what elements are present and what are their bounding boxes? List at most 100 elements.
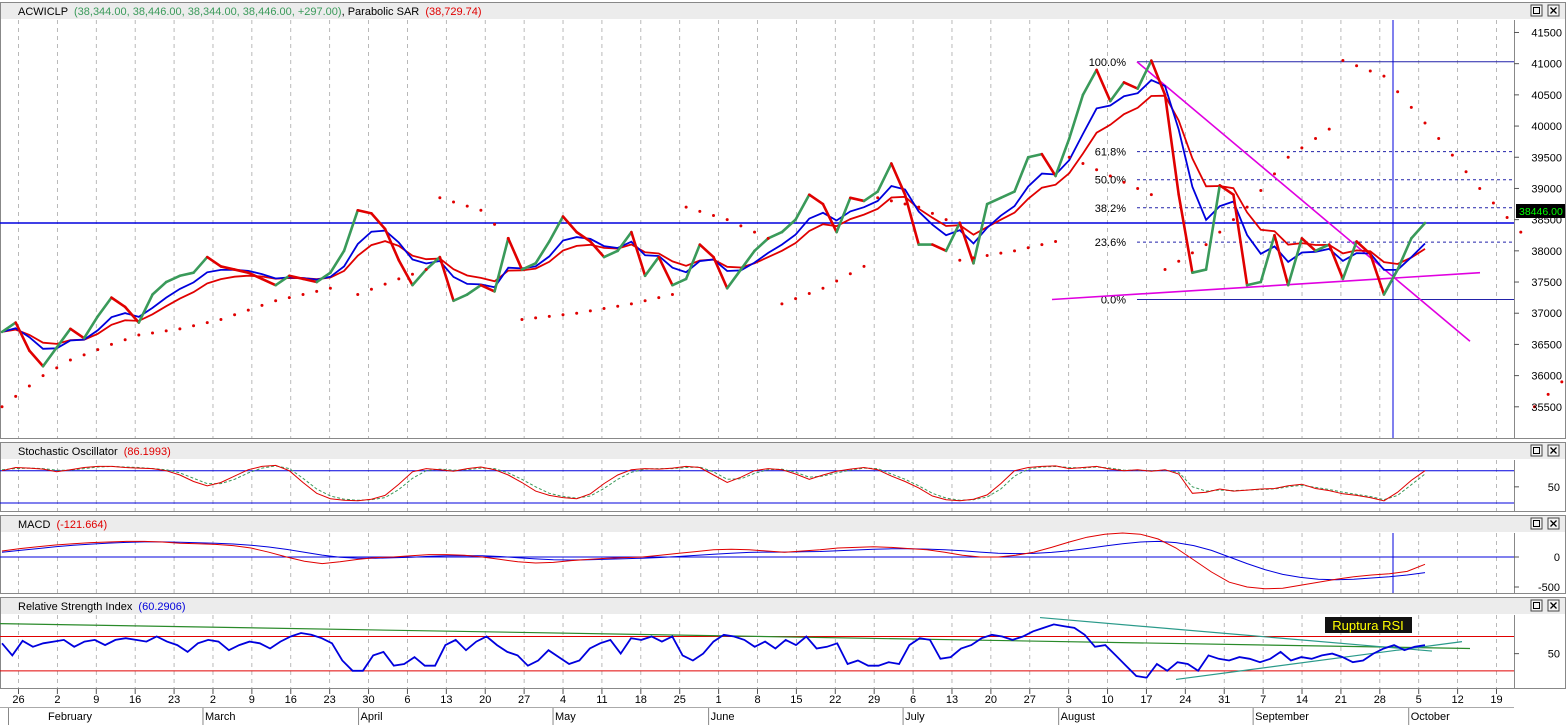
price-segment — [315, 271, 332, 284]
sar-dot — [397, 277, 401, 281]
time-tick-label: 2 — [210, 694, 216, 706]
sar-dot — [1136, 186, 1140, 190]
sar-dot — [1532, 405, 1536, 409]
sar-dot — [1245, 205, 1249, 209]
time-tick-label: 5 — [1416, 694, 1422, 706]
sar-dot — [1382, 74, 1386, 78]
sar-dot — [14, 394, 18, 398]
sar-dot — [356, 293, 360, 297]
restore-icon[interactable] — [1530, 4, 1543, 17]
price-segment — [1191, 268, 1208, 274]
sar-dot — [27, 384, 31, 388]
rsi-trendline-support — [1175, 641, 1463, 681]
price-segment — [69, 327, 86, 340]
price-segment — [1396, 237, 1413, 271]
restore-icon[interactable] — [1530, 444, 1543, 457]
sar-dot — [1546, 392, 1550, 396]
price-tick-label: 39500 — [1531, 152, 1562, 164]
panel-title-bar — [1, 3, 1565, 19]
sar-dot — [917, 205, 921, 209]
sar-dot — [219, 317, 223, 321]
stoch-k-line — [1, 464, 1426, 502]
sar-dot — [109, 342, 113, 346]
restore-icon[interactable] — [1530, 517, 1543, 530]
time-tick-label: 11 — [596, 694, 607, 706]
sar-dot — [192, 324, 196, 328]
time-tick-label: 20 — [479, 694, 491, 706]
sar-dot — [1396, 90, 1400, 94]
price-segment — [383, 227, 401, 262]
time-tick-label: 9 — [93, 694, 99, 706]
sar-dot — [1163, 268, 1167, 272]
time-tick-label: 31 — [1218, 694, 1230, 706]
sar-dot — [452, 200, 456, 204]
rsi-trendline-resistance — [1039, 616, 1433, 652]
price-segment — [903, 193, 921, 246]
price-tick-label: 41000 — [1531, 59, 1562, 71]
macd-panel-title: MACD (-121.664) — [18, 519, 107, 531]
sar-dot — [944, 218, 948, 222]
price-segment — [643, 255, 661, 278]
time-tick-label: 17 — [1140, 694, 1152, 706]
fib-level-label: 50.0% — [1095, 175, 1126, 187]
time-tick-label: 26 — [12, 694, 24, 706]
sar-dot — [1355, 64, 1359, 68]
price-segment — [1095, 68, 1112, 103]
time-tick-label: 27 — [1024, 694, 1036, 706]
price-segment — [219, 265, 236, 271]
time-tick-label: 21 — [1335, 694, 1347, 706]
price-tick-label: 40000 — [1531, 121, 1562, 133]
time-tick-label: 13 — [440, 694, 452, 706]
price-segment — [1136, 59, 1153, 90]
sar-dot — [1122, 180, 1126, 184]
time-tick-label: 16 — [129, 694, 141, 706]
sar-dot — [1300, 146, 1304, 150]
panel-frame — [0, 2, 1566, 439]
macd-name: MACD — [18, 519, 50, 531]
sar-dot — [438, 196, 442, 200]
month-label: July — [905, 711, 925, 723]
price-segment — [438, 255, 455, 303]
price-segment — [397, 258, 414, 287]
price-segment — [1327, 243, 1345, 281]
sar-dot — [1067, 155, 1071, 159]
price-segment — [1081, 68, 1098, 97]
price-segment — [41, 346, 59, 368]
sar-dot — [889, 199, 893, 203]
sar-dot — [1368, 69, 1372, 73]
price-segment — [548, 215, 565, 243]
sar-dot — [1505, 216, 1509, 220]
rsi-panel-title: Relative Strength Index (60.2906) — [18, 601, 186, 613]
sar-name: Parabolic SAR — [348, 6, 420, 18]
price-segment — [452, 293, 469, 303]
sar-dot — [547, 314, 551, 318]
sar-dot — [534, 316, 538, 320]
sar-dot — [328, 286, 332, 290]
price-segment — [671, 277, 688, 287]
price-segment — [424, 255, 442, 271]
sar-dot — [794, 297, 798, 301]
time-tick-label: 3 — [1066, 694, 1072, 706]
sar-dot — [1423, 121, 1427, 125]
price-segment — [999, 190, 1016, 200]
price-segment — [753, 237, 770, 253]
sar-dot — [561, 313, 565, 317]
sar-dot — [1204, 243, 1208, 247]
time-tick-label: 28 — [1374, 694, 1386, 706]
fib-level-label: 38.2% — [1095, 203, 1126, 215]
time-tick-label: 29 — [868, 694, 880, 706]
price-segment — [807, 193, 825, 206]
price-segment — [1177, 193, 1194, 274]
restore-icon[interactable] — [1530, 599, 1543, 612]
fib-level-label: 100.0% — [1089, 57, 1127, 69]
price-segment — [356, 208, 373, 215]
price-segment — [862, 190, 879, 203]
price-segment — [876, 162, 893, 193]
price-segment — [110, 296, 127, 309]
sar-dot — [1464, 170, 1468, 174]
sar-dot — [862, 264, 866, 268]
time-tick-label: 15 — [790, 694, 802, 706]
price-tick-label: 37500 — [1531, 277, 1562, 289]
time-tick-label: 2 — [54, 694, 60, 706]
price-segment — [944, 221, 962, 253]
